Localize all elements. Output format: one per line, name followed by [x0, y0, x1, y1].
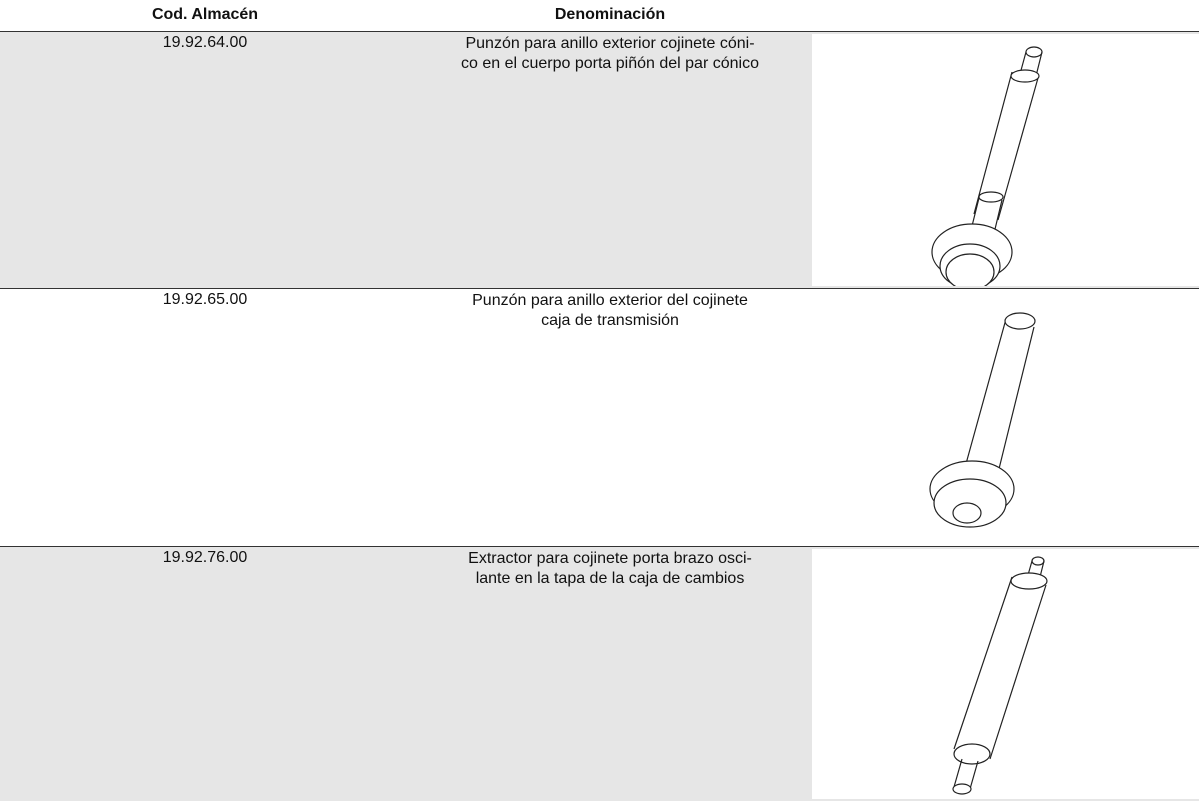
tool-image: [812, 291, 1199, 543]
description: Punzón para anillo exterior cojinete cón…: [400, 34, 820, 74]
line: Extractor para cojinete porta brazo osci…: [468, 550, 752, 567]
code: 19.92.65.00: [162, 291, 248, 308]
code: 19.92.64.00: [162, 34, 248, 51]
row: 19.92.65.00 Punzón para anillo exterior …: [0, 289, 1199, 546]
line: Punzón para anillo exterior cojinete cón…: [465, 35, 755, 52]
line: caja de transmisión: [541, 312, 679, 329]
tool-drawing: [929, 312, 1036, 528]
tool-image: [812, 34, 1199, 291]
header-description: Denominación: [554, 6, 666, 23]
tool-drawing: [931, 46, 1043, 291]
code: 19.92.76.00: [162, 549, 248, 566]
row: 19.92.64.00 Punzón para anillo exterior …: [0, 32, 1199, 291]
line: co en el cuerpo porta piñón del par cóni…: [461, 55, 759, 72]
rule: [0, 546, 1199, 547]
rule: [0, 31, 1199, 32]
tool-image: [812, 549, 1199, 799]
description: Punzón para anillo exterior del cojinete…: [400, 291, 820, 331]
row: 19.92.76.00 Extractor para cojinete port…: [0, 547, 1199, 801]
tool-drawing: [952, 556, 1048, 795]
header-code: Cod. Almacén: [151, 6, 259, 23]
description: Extractor para cojinete porta brazo osci…: [400, 549, 820, 589]
line: Punzón para anillo exterior del cojinete: [472, 292, 748, 309]
rule: [0, 288, 1199, 289]
line: lante en la tapa de la caja de cambios: [475, 570, 745, 587]
